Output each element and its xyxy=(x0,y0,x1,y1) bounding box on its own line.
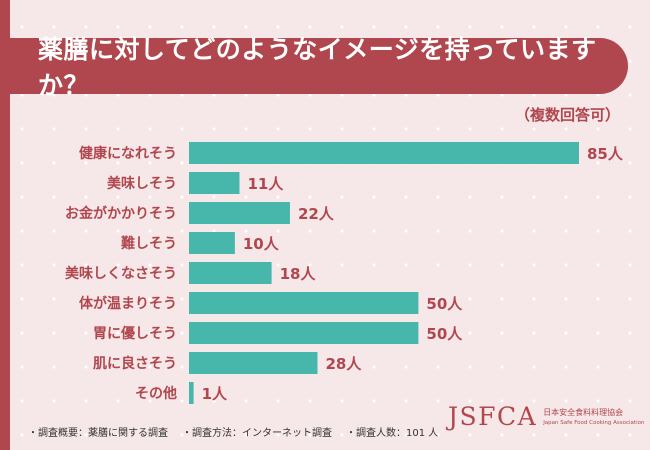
chart-title: 薬膳に対してどのようなイメージを持っていますか？ xyxy=(38,35,597,100)
category-label: 美味しくなさそう xyxy=(65,265,177,282)
chart-subtitle: （複数回答可） xyxy=(514,106,620,124)
value-label: 28人 xyxy=(325,355,362,373)
value-label: 50人 xyxy=(426,325,463,343)
survey-footnote: ・調査概要：薬膳に関する調査 ・調査方法：インターネット調査 ・調査人数：101… xyxy=(28,424,438,439)
footnote-count: ・調査人数：101 人 xyxy=(346,428,439,439)
bar xyxy=(189,382,194,404)
logo-mark: JSFCA xyxy=(448,402,538,431)
category-label: 美味しそう xyxy=(107,175,177,192)
category-label: 健康になれそう xyxy=(79,145,177,162)
value-label: 22人 xyxy=(298,205,335,223)
bar xyxy=(189,172,240,194)
logo-text: 日本安全食料料理協会 Japan Safe Food Cooking Assoc… xyxy=(543,407,644,426)
value-label: 11人 xyxy=(247,175,284,193)
frame-left-border xyxy=(0,0,10,450)
footnote-method: ・調査方法：インターネット調査 xyxy=(182,428,332,439)
logo-name-jp: 日本安全食料料理協会 xyxy=(543,408,624,417)
category-label: 難しそう xyxy=(121,235,177,252)
value-label: 18人 xyxy=(280,265,317,283)
category-label: お金がかかりそう xyxy=(65,205,177,222)
jsfca-logo: JSFCA 日本安全食料料理協会 Japan Safe Food Cooking… xyxy=(448,402,644,431)
category-label: 胃に優しそう xyxy=(93,325,177,342)
bar xyxy=(189,262,272,284)
bar xyxy=(189,322,419,344)
bar xyxy=(189,352,318,374)
bar xyxy=(189,142,579,164)
bar xyxy=(189,292,419,314)
value-label: 1人 xyxy=(202,385,228,403)
value-label: 10人 xyxy=(243,235,280,253)
category-label: 体が温まりそう xyxy=(79,295,177,312)
footnote-overview: ・調査概要：薬膳に関する調査 xyxy=(28,428,168,439)
bar xyxy=(189,202,290,224)
value-label: 85人 xyxy=(587,145,624,163)
logo-name-en: Japan Safe Food Cooking Association xyxy=(543,420,645,426)
value-label: 50人 xyxy=(426,295,463,313)
category-label: 肌に良さそう xyxy=(93,355,177,372)
title-banner: 薬膳に対してどのようなイメージを持っていますか？ xyxy=(0,35,628,100)
category-label: その他 xyxy=(135,385,177,402)
bar xyxy=(189,232,235,254)
